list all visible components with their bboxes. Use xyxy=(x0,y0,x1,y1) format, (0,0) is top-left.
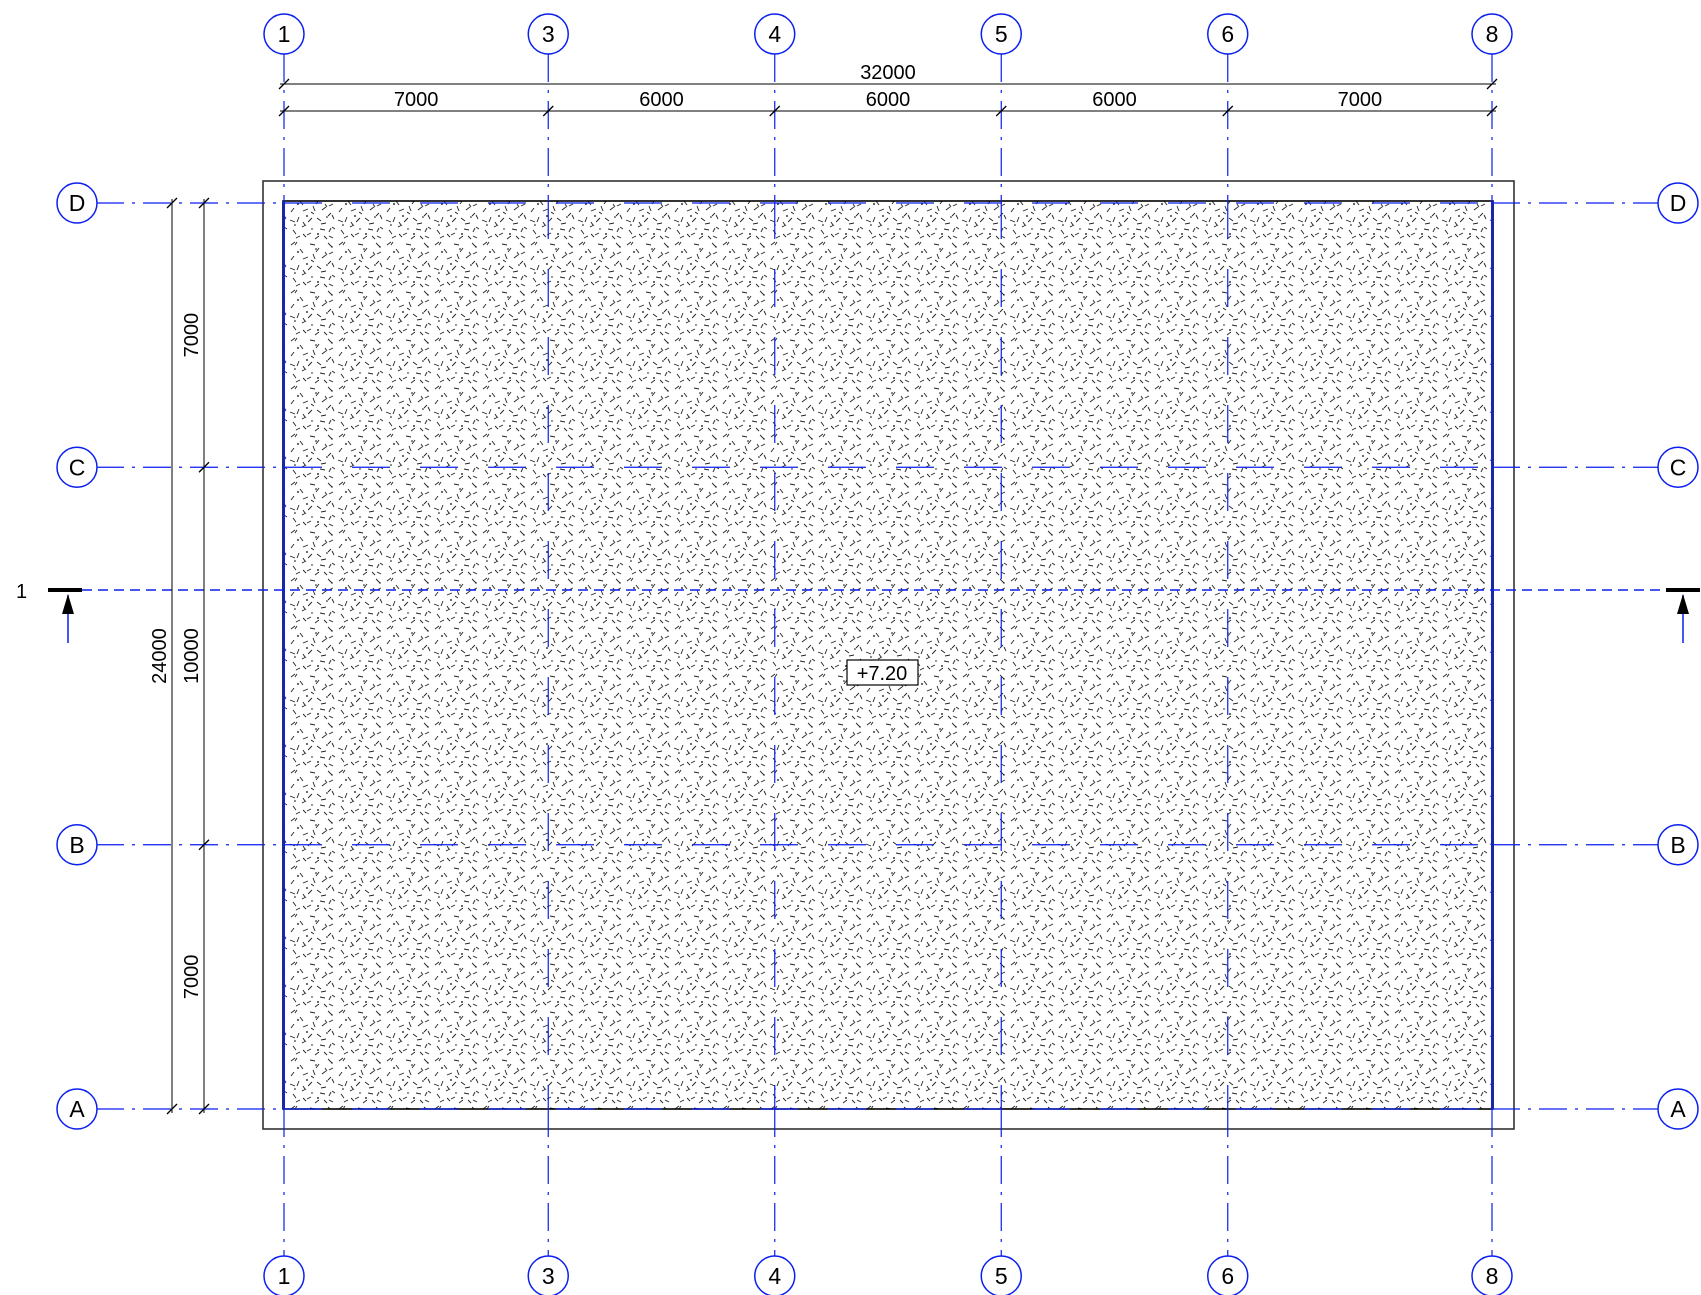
dimension-tick xyxy=(1222,105,1234,117)
grid-bubble-label: 5 xyxy=(995,21,1008,47)
section-cut-1: 1 xyxy=(16,581,1700,643)
grid-bubble-top xyxy=(754,13,796,55)
grid-bubble-bottom xyxy=(754,1255,796,1295)
grid-bubble-left xyxy=(56,824,98,866)
grid-bubble-bottom xyxy=(527,1255,569,1295)
grid-bubble-label: B xyxy=(69,832,84,858)
dimension-tick xyxy=(542,105,554,117)
dimension-tick xyxy=(278,105,290,117)
grid-bubble-bottom xyxy=(1471,1255,1513,1295)
grid-bubble-label: 4 xyxy=(768,1263,781,1289)
grid-bubble-label: 1 xyxy=(278,1263,291,1289)
dimension-tick xyxy=(278,78,290,90)
grid-bubble-label: 1 xyxy=(278,21,291,47)
grid-bubble-label: C xyxy=(1670,454,1687,480)
grid-bubble-label: 8 xyxy=(1486,1263,1499,1289)
grid-bubble-label: 6 xyxy=(1221,1263,1234,1289)
grid-bubble-right xyxy=(1657,182,1699,224)
grid-bubble-label: 6 xyxy=(1221,21,1234,47)
grid-bubble-label: 8 xyxy=(1486,21,1499,47)
grid-bubble-label: 3 xyxy=(542,21,555,47)
grid-bubble-top xyxy=(980,13,1022,55)
outer-boundary xyxy=(262,180,1515,1130)
elevation-tag-box xyxy=(846,659,919,686)
dimension-tick xyxy=(995,105,1007,117)
grid-bubble-bottom xyxy=(1207,1255,1249,1295)
elevation-tag: +7.20 xyxy=(846,659,919,686)
column-spacing-label: 6000 xyxy=(866,89,911,111)
dimension-tick xyxy=(198,1103,210,1115)
column-spacing-label: 7000 xyxy=(394,89,439,111)
grid-bubble-top xyxy=(1207,13,1249,55)
dimension-tick xyxy=(166,197,178,209)
column-spacing-label: 7000 xyxy=(1338,89,1383,111)
row-spacing-label: 7000 xyxy=(181,313,203,358)
grid-bubble-label: D xyxy=(1670,190,1687,216)
row-spacing-label: 7000 xyxy=(181,955,203,1000)
column-spacing-label: 6000 xyxy=(1092,89,1137,111)
grid-bubble-label: A xyxy=(69,1096,85,1122)
grid-column-1: 11 xyxy=(263,13,305,1295)
roof-slab-hatch xyxy=(282,200,1494,1110)
grid-bubble-right xyxy=(1657,1088,1699,1130)
grid-bubble-label: B xyxy=(1670,832,1685,858)
grid-column-5: 55 xyxy=(980,13,1022,1295)
overall-height-label: 24000 xyxy=(149,628,171,684)
dimension-tick xyxy=(1486,105,1498,117)
grid-column-6: 66 xyxy=(1207,13,1249,1295)
grid-bubble-label: D xyxy=(69,190,86,216)
grid-bubble-top xyxy=(263,13,305,55)
grid-bubble-label: 4 xyxy=(768,21,781,47)
dimension-tick xyxy=(198,461,210,473)
overall-width-dimension: 32000 xyxy=(278,62,1498,90)
grid-bubble-bottom xyxy=(263,1255,305,1295)
grid-bubble-label: 3 xyxy=(542,1263,555,1289)
grid-bubble-top xyxy=(1471,13,1513,55)
grid-bubble-right xyxy=(1657,824,1699,866)
overall-width-label: 32000 xyxy=(860,62,916,84)
grid-column-3: 33 xyxy=(527,13,569,1295)
grid-bubble-label: C xyxy=(69,454,86,480)
section-arrow-right-icon xyxy=(1677,594,1689,614)
section-arrow-left-icon xyxy=(62,594,74,614)
dimension-tick xyxy=(198,197,210,209)
grid-column-8: 88 xyxy=(1471,13,1513,1295)
row-spacing-label: 10000 xyxy=(181,628,203,684)
overall-height-dimension: 24000 xyxy=(149,197,178,1115)
grid-bubble-label: A xyxy=(1670,1096,1686,1122)
grid-bubble-left xyxy=(56,1088,98,1130)
column-spacing-dimensions: 7000 6000 6000 6000 7000 xyxy=(278,89,1498,117)
row-spacing-dimensions: 7000 10000 7000 xyxy=(181,197,210,1115)
grid-bubble-right xyxy=(1657,446,1699,488)
grid-bubble-label: 5 xyxy=(995,1263,1008,1289)
grid-bubble-bottom xyxy=(980,1255,1022,1295)
grid-bubble-top xyxy=(527,13,569,55)
column-spacing-label: 6000 xyxy=(639,89,684,111)
dimension-tick xyxy=(198,839,210,851)
dimension-tick xyxy=(166,1103,178,1115)
grid-bubble-left xyxy=(56,182,98,224)
dimension-tick xyxy=(1486,78,1498,90)
elevation-label: +7.20 xyxy=(857,663,908,685)
grid-column-4: 44 xyxy=(754,13,796,1295)
dimension-tick xyxy=(769,105,781,117)
section-mark-label: 1 xyxy=(16,581,27,603)
grid-bubble-left xyxy=(56,446,98,488)
